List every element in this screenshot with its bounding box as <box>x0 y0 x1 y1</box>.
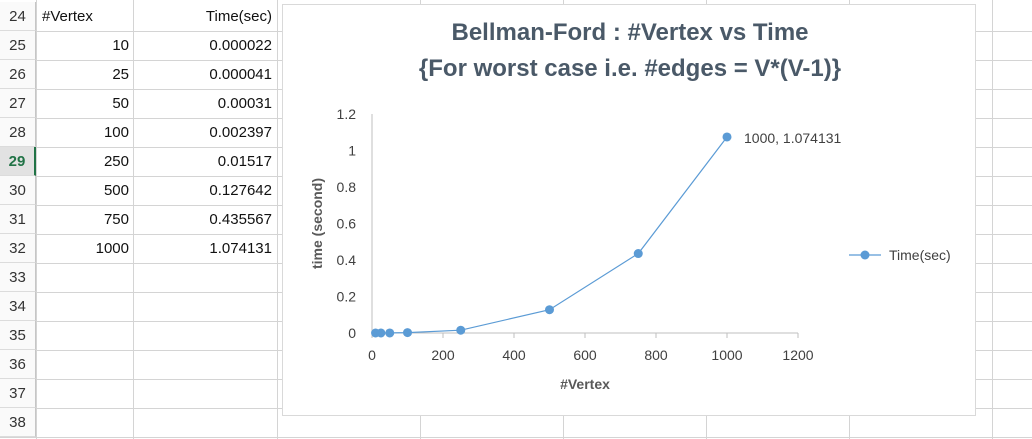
y-tick-label: 0.4 <box>337 252 357 268</box>
column-gridline <box>277 0 278 439</box>
cell-time[interactable]: 0.127642 <box>209 182 272 199</box>
x-tick-label: 400 <box>502 347 526 363</box>
row-header-24[interactable]: 24 <box>0 2 36 31</box>
cell-time[interactable]: 0.435567 <box>209 211 272 228</box>
cell-vertex[interactable]: 50 <box>112 95 129 112</box>
row-header-31[interactable]: 31 <box>0 205 36 234</box>
cell-vertex[interactable]: 250 <box>103 153 129 170</box>
data-point <box>376 328 386 338</box>
y-tick-label: 0.6 <box>337 216 357 232</box>
series-line <box>375 136 728 334</box>
legend-label: Time(sec) <box>889 247 951 263</box>
column-gridline <box>992 0 993 439</box>
row-header-30[interactable]: 30 <box>0 176 36 205</box>
data-point <box>385 328 395 338</box>
chart-plot: 0 0.2 0.4 0.6 0.8 1 1.2 0 200 400 600 800 1000 1200 #V… <box>309 106 951 392</box>
y-tick-label: 0.8 <box>337 179 357 195</box>
x-tick-label: 1000 <box>711 347 742 363</box>
cell-vertex[interactable]: 1000 <box>95 240 129 257</box>
row-gridline <box>0 437 1032 438</box>
data-point <box>545 305 554 315</box>
column-gridline <box>133 0 134 439</box>
x-tick-label: 1200 <box>782 347 813 363</box>
x-tick-label: 800 <box>644 347 668 363</box>
data-label: 1000, 1.074131 <box>744 130 842 146</box>
column-gridline <box>36 0 37 439</box>
row-header-38[interactable]: 38 <box>0 408 36 437</box>
y-tick-label: 1.2 <box>337 106 357 122</box>
cell-time[interactable]: 1.074131 <box>209 240 272 257</box>
row-header-26[interactable]: 26 <box>0 60 36 89</box>
row-header-28[interactable]: 28 <box>0 118 36 147</box>
chart-title-line1: Bellman-Ford : #Vertex vs Time <box>451 19 809 46</box>
x-axis-title: #Vertex <box>560 376 610 392</box>
x-tick-label: 200 <box>431 347 455 363</box>
row-header-37[interactable]: 37 <box>0 379 36 408</box>
row-header-34[interactable]: 34 <box>0 292 36 321</box>
cell-vertex[interactable]: 750 <box>103 211 129 228</box>
x-tick-label: 600 <box>573 347 597 363</box>
cell-time[interactable]: 0.002397 <box>209 124 272 141</box>
cell-time[interactable]: 0.000041 <box>209 66 272 83</box>
header-cell-vertex[interactable]: #Vertex <box>42 8 93 25</box>
x-tick-label: 0 <box>368 347 376 363</box>
legend-marker <box>860 250 870 260</box>
row-header-36[interactable]: 36 <box>0 350 36 379</box>
row-header-35[interactable]: 35 <box>0 321 36 350</box>
row-header-25[interactable]: 25 <box>0 31 36 60</box>
row-header-27[interactable]: 27 <box>0 89 36 118</box>
data-point <box>456 325 466 335</box>
cell-time[interactable]: 0.000022 <box>209 37 272 54</box>
cell-vertex[interactable]: 100 <box>103 124 129 141</box>
y-tick-label: 1 <box>348 143 356 159</box>
data-point <box>403 328 412 338</box>
chart-title-line2: {For worst case i.e. #edges = V*(V-1)} <box>418 55 842 82</box>
data-point <box>633 249 643 259</box>
cell-time[interactable]: 0.00031 <box>217 95 272 112</box>
cell-time[interactable]: 0.01517 <box>217 153 272 170</box>
cell-vertex[interactable]: 500 <box>103 182 129 199</box>
header-cell-time[interactable]: Time(sec) <box>205 8 272 25</box>
y-axis-title: time (second) <box>309 178 325 269</box>
data-point <box>722 132 732 142</box>
cell-vertex[interactable]: 10 <box>112 37 129 54</box>
y-tick-label: 0.2 <box>337 289 357 305</box>
row-header-32[interactable]: 32 <box>0 234 36 263</box>
chart-area[interactable]: Bellman-Ford : #Vertex vs Time {For wors… <box>282 4 976 416</box>
row-header-33[interactable]: 33 <box>0 263 36 292</box>
cell-vertex[interactable]: 25 <box>112 66 129 83</box>
row-header-29[interactable]: 29 <box>0 147 36 176</box>
y-tick-label: 0 <box>348 325 356 341</box>
